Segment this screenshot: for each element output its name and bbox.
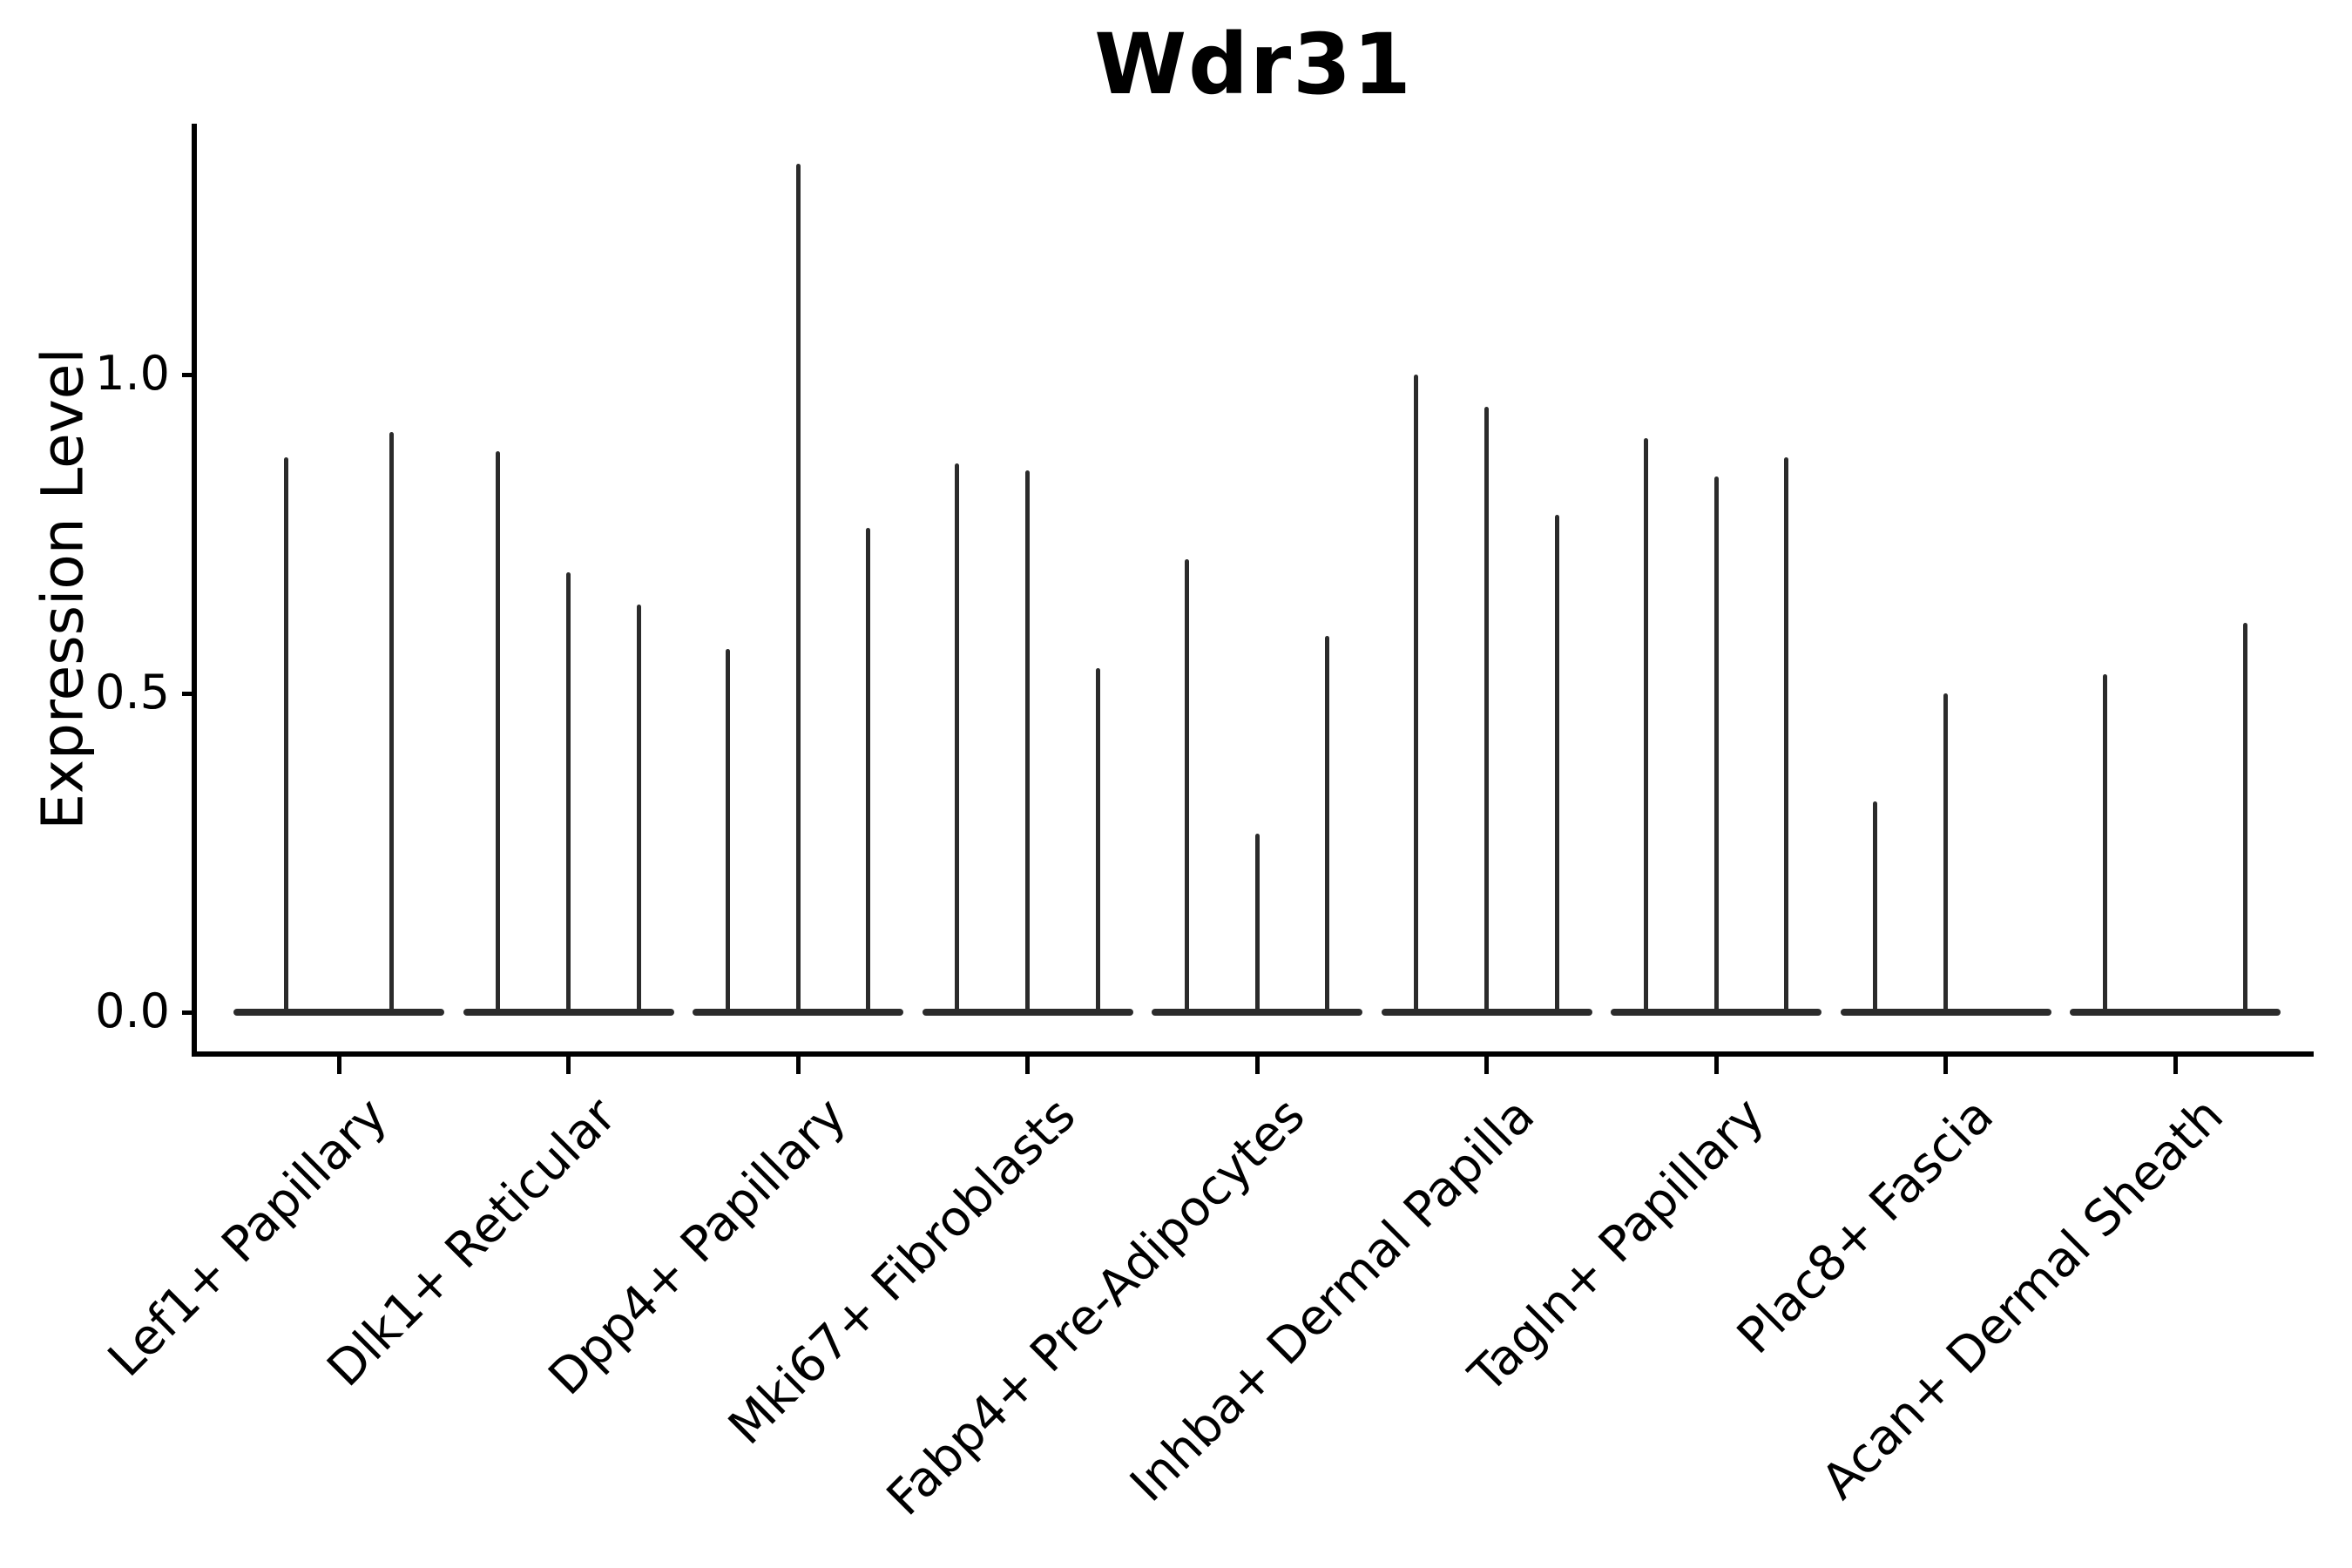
violin-spike — [1484, 406, 1489, 1015]
violin-spike — [725, 648, 730, 1015]
x-axis-spine — [192, 1051, 2314, 1057]
x-tick-mark — [1484, 1057, 1489, 1074]
y-axis-spine — [192, 124, 197, 1057]
violin-spike — [1254, 834, 1260, 1015]
plot-title: Wdr31 — [1094, 16, 1413, 113]
x-tick-label: Inhba+ Dermal Papilla — [1119, 1087, 1546, 1513]
x-tick-mark — [1254, 1057, 1260, 1074]
violin-spike — [636, 604, 641, 1015]
violin-spike — [866, 527, 871, 1015]
violin-spike — [1943, 693, 1948, 1015]
violin-spike — [1643, 438, 1648, 1015]
violin-spike — [284, 457, 288, 1015]
violin-spike — [1784, 457, 1789, 1015]
violin-spike — [955, 463, 960, 1015]
violin-spike — [1025, 470, 1030, 1015]
violin-baseline-blob — [2070, 1009, 2281, 1016]
y-tick-mark — [182, 372, 194, 377]
violin-spike — [1713, 476, 1719, 1015]
violin-baseline-blob — [233, 1009, 444, 1016]
violin-spike — [1554, 515, 1559, 1015]
y-tick-label: 1.0 — [95, 346, 170, 402]
y-tick-label: 0.5 — [95, 665, 170, 720]
violin-spike — [2243, 623, 2248, 1015]
violin-spike — [1184, 559, 1189, 1015]
violin-spike — [566, 571, 571, 1015]
y-tick-label: 0.0 — [95, 983, 170, 1039]
y-tick-mark — [182, 1010, 194, 1015]
x-tick-mark — [2173, 1057, 2178, 1074]
violin-spike — [389, 431, 394, 1015]
x-tick-mark — [795, 1057, 801, 1074]
x-tick-mark — [566, 1057, 571, 1074]
violin-spike — [496, 450, 501, 1015]
x-tick-label: Fabp4+ Pre-Adipocytes — [876, 1087, 1316, 1527]
violin-spike — [1414, 375, 1419, 1015]
violin-spike — [795, 164, 801, 1015]
x-tick-label: Acan+ Dermal Sheath — [1811, 1087, 2234, 1511]
violin-spike — [1873, 801, 1878, 1015]
violin-spike — [2102, 674, 2107, 1015]
x-tick-mark — [1713, 1057, 1719, 1074]
x-tick-mark — [336, 1057, 341, 1074]
violin-spike — [1095, 667, 1100, 1015]
y-tick-mark — [182, 691, 194, 696]
x-tick-mark — [1025, 1057, 1030, 1074]
x-tick-mark — [1943, 1057, 1948, 1074]
violin-spike — [1325, 636, 1330, 1015]
